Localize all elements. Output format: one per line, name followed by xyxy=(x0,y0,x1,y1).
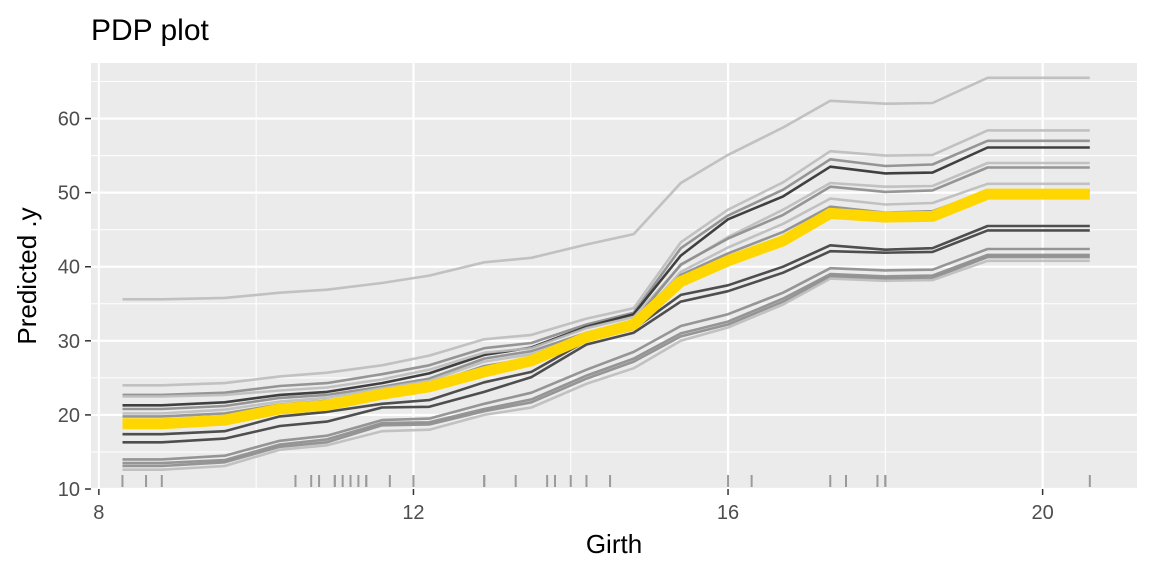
ice-line xyxy=(122,146,1090,407)
x-tick-label: 8 xyxy=(93,502,104,524)
ice-line xyxy=(122,76,1090,301)
x-axis-ticks: 8 12 16 20 xyxy=(93,489,1054,524)
y-tick-label: 30 xyxy=(58,331,80,353)
x-tick-label: 16 xyxy=(717,502,739,524)
ice-line xyxy=(122,247,1090,461)
rug-marks xyxy=(121,475,1091,487)
ice-line xyxy=(122,129,1090,387)
ice-line xyxy=(122,255,1090,468)
ice-line xyxy=(122,229,1090,444)
ice-line xyxy=(122,161,1090,398)
plot-panel xyxy=(91,63,1137,489)
pdp-line xyxy=(122,188,1090,430)
ice-line xyxy=(122,253,1090,465)
y-tick-label: 50 xyxy=(58,183,80,205)
y-axis-title: Predicted .y xyxy=(12,207,42,344)
chart-title: PDP plot xyxy=(91,14,210,47)
ice-line xyxy=(122,139,1090,397)
x-tick-label: 20 xyxy=(1031,502,1053,524)
y-tick-label: 10 xyxy=(58,479,80,501)
x-axis-title: Girth xyxy=(586,529,642,559)
y-tick-label: 20 xyxy=(58,405,80,427)
pdp-line-group xyxy=(122,188,1090,430)
y-tick-label: 40 xyxy=(58,257,80,279)
x-tick-label: 12 xyxy=(402,502,424,524)
y-axis-ticks: 10 20 30 40 50 60 xyxy=(58,109,91,501)
ice-line xyxy=(122,259,1090,472)
y-tick-label: 60 xyxy=(58,109,80,131)
